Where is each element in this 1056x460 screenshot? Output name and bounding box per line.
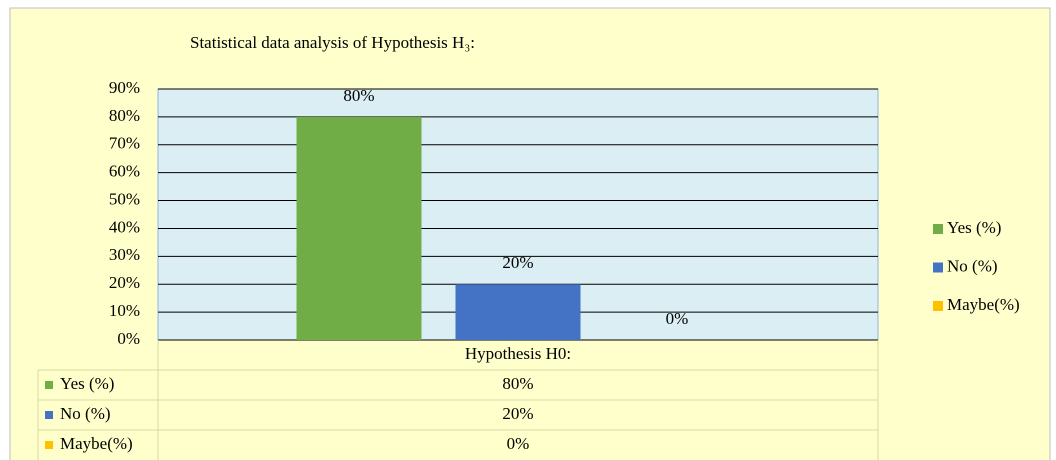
y-tick-label: 0%: [117, 329, 140, 348]
y-tick-label: 40%: [109, 217, 140, 236]
y-tick-label: 60%: [109, 162, 140, 181]
y-tick-label: 30%: [109, 245, 140, 264]
table-legend-key: [45, 411, 53, 419]
legend-key: [933, 301, 943, 311]
table-cell: 80%: [502, 374, 533, 393]
y-tick-label: 10%: [109, 301, 140, 320]
legend-label: No (%): [947, 256, 998, 275]
legend-key: [933, 224, 943, 234]
data-label: 80%: [343, 86, 374, 105]
table-legend-key: [45, 381, 53, 389]
x-tick-label: Hypothesis H0:: [465, 344, 571, 363]
table-row-label: Maybe(%): [60, 434, 133, 453]
legend-key: [933, 262, 943, 273]
table-cell: 0%: [507, 434, 530, 453]
bar: [455, 284, 581, 340]
bar: [296, 116, 422, 340]
legend-label: Maybe(%): [947, 295, 1020, 314]
table-row-label: Yes (%): [60, 374, 114, 393]
legend-label: Yes (%): [947, 218, 1001, 237]
table-row-label: No (%): [60, 404, 111, 423]
y-tick-label: 80%: [109, 106, 140, 125]
chart-title: Statistical data analysis of Hypothesis …: [190, 33, 475, 52]
y-tick-label: 70%: [109, 134, 140, 153]
data-label: 20%: [502, 253, 533, 272]
y-tick-label: 50%: [109, 189, 140, 208]
y-tick-label: 90%: [109, 78, 140, 97]
table-legend-key: [45, 441, 53, 449]
table-cell: 20%: [502, 404, 533, 423]
y-tick-label: 20%: [109, 273, 140, 292]
data-label: 0%: [666, 309, 689, 328]
